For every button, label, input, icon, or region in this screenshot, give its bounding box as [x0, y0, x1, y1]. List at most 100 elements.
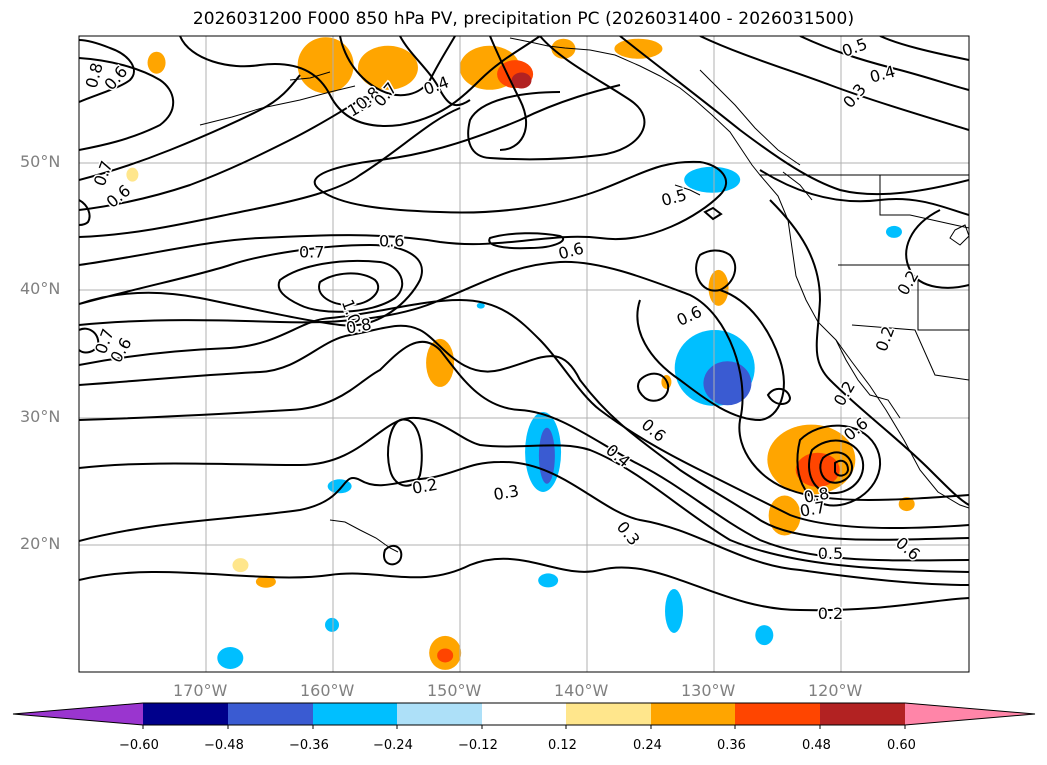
colorbar-tick-label: −0.48: [204, 738, 244, 753]
british-columbia-coast: [699, 69, 801, 166]
map-title: 2026031200 F000 850 hPa PV, precipitatio…: [192, 9, 855, 29]
precipitation-area: [538, 573, 559, 588]
colorbar-extend-right: [905, 703, 1035, 725]
contour-line: [879, 36, 969, 61]
colorbar-segment: [143, 703, 228, 725]
longitude-label-170w: 170°W: [173, 681, 228, 700]
precipitation-area: [665, 588, 684, 633]
contour-line: [759, 169, 969, 216]
contour-line: [79, 57, 175, 151]
precipitation-area: [126, 167, 139, 182]
contour-line: [79, 340, 969, 562]
colorbar-segment: [651, 703, 735, 725]
contour-label: 0.4: [602, 440, 634, 471]
colorbar-tick-label: −0.24: [373, 738, 413, 753]
longitude-label-140w: 140°W: [554, 681, 609, 700]
contour-label: 0.2: [411, 475, 439, 498]
precipitation-area: [476, 302, 485, 309]
contour-line: [488, 232, 565, 250]
precipitation-area: [255, 575, 276, 588]
contour-line: [79, 298, 969, 529]
colorbar-segment: [228, 703, 313, 725]
contour-line: [79, 99, 361, 211]
precipitation-area: [755, 625, 774, 646]
colorbar-tick-label: 0.36: [717, 738, 746, 753]
colorbar-tick-label: −0.60: [119, 738, 159, 753]
colorbar-tick-label: −0.36: [289, 738, 329, 753]
baja-peninsula: [835, 339, 901, 419]
pv-contours: [79, 36, 969, 612]
north-america-coastline: [509, 37, 969, 176]
contour-label: 0.8: [82, 61, 107, 91]
contour-line: [796, 424, 881, 507]
precipitation-area: [437, 648, 454, 663]
contour-line: [905, 209, 969, 289]
contour-line: [79, 460, 969, 586]
contour-label: 0.6: [674, 302, 705, 330]
latitude-label-40n: 40°N: [20, 279, 61, 298]
contour-line: [819, 451, 854, 484]
contour-line: [399, 36, 471, 107]
contour-line: [79, 199, 91, 226]
contour-line: [79, 74, 301, 181]
precipitation-shading: [126, 37, 915, 670]
colorbar-extend-left: [13, 703, 143, 725]
contour-line: [79, 243, 423, 327]
contour-line: [79, 260, 969, 501]
contour-label: 0.2: [830, 378, 859, 410]
colorbar-tick-label: 0.24: [633, 738, 662, 753]
longitude-label-120w: 120°W: [808, 681, 863, 700]
west-coast-coastline: [759, 174, 969, 509]
contour-line: [79, 324, 969, 541]
contour-label: 0.8: [345, 314, 373, 337]
precipitation-area: [426, 338, 455, 387]
contour-line: [387, 418, 423, 487]
contour-line: [79, 39, 135, 103]
colorbar-segment: [820, 703, 905, 725]
contour-line: [467, 36, 646, 161]
contour-line: [383, 544, 403, 566]
colorbar-segment: [313, 703, 397, 725]
precipitation-area: [297, 37, 354, 94]
contour-line: [79, 107, 461, 238]
contour-line: [769, 199, 969, 506]
colorbar-ticks: [142, 725, 906, 729]
us-state-border-3: [917, 280, 969, 331]
haida-gwaii: [674, 184, 701, 196]
contour-line: [489, 36, 527, 151]
contour-line: [619, 36, 969, 196]
contour-line: [79, 327, 100, 354]
latitude-label-20n: 20°N: [20, 534, 61, 553]
coastlines: [199, 37, 969, 553]
aleutian-islands: [199, 85, 356, 126]
precipitation-area: [795, 452, 840, 487]
precipitation-area: [357, 45, 418, 90]
contour-line: [834, 459, 850, 477]
precipitation-area: [511, 72, 532, 89]
latitude-label-50n: 50°N: [20, 152, 61, 171]
precipitation-area: [327, 479, 352, 494]
great-salt-lake: [949, 224, 969, 246]
colorbar-segment: [566, 703, 651, 725]
contour-label: 0.5: [659, 185, 689, 210]
colorbar-tick-label: 0.48: [802, 738, 831, 753]
precipitation-area: [768, 495, 801, 536]
contour-label: 0.3: [492, 481, 520, 504]
longitude-label-150w: 150°W: [427, 681, 482, 700]
contour-label: 0.7: [798, 498, 826, 521]
contour-line: [179, 36, 541, 127]
contour-line: [703, 206, 723, 221]
contour-line: [808, 439, 865, 495]
colorbar-segment: [482, 703, 566, 725]
colorbar: [12, 702, 1036, 729]
precipitation-area: [898, 497, 915, 512]
contour-line: [339, 36, 456, 97]
contour-label: 0.4: [868, 62, 898, 87]
contour-label: 0.5: [818, 544, 843, 563]
contour-label: 0.7: [299, 243, 324, 262]
contour-line: [277, 259, 404, 313]
contour-label: 0.2: [818, 604, 843, 623]
contour-line: [636, 289, 785, 422]
precipitation-area: [703, 361, 752, 406]
